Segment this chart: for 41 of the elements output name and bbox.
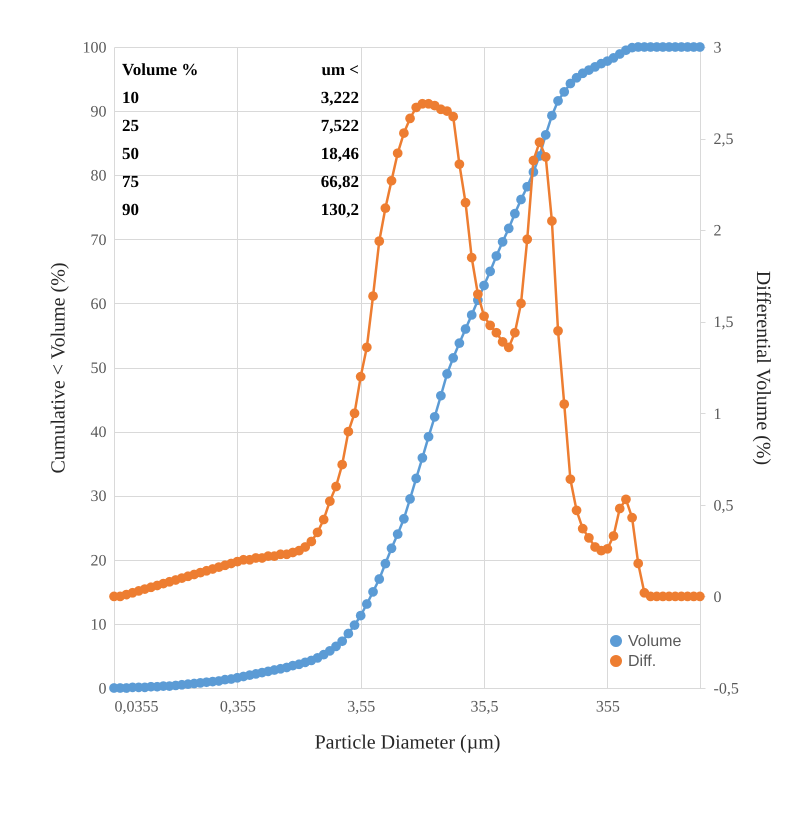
x-tick-label: 0,355: [220, 698, 256, 716]
annotation: 66,82: [320, 172, 359, 191]
annotation: 10: [122, 88, 139, 107]
y2-tick-label: 0: [714, 588, 722, 606]
y-tick-label: 0: [98, 680, 106, 698]
x-tick-label: 35,5: [470, 698, 499, 716]
y2-tick-label: 2: [714, 222, 722, 240]
y-tick-label: 40: [90, 424, 106, 442]
y2-tick-label: 1: [714, 406, 722, 423]
annotation: 3,222: [320, 88, 359, 107]
y-tick-label: 70: [90, 232, 106, 249]
annotation: 18,46: [320, 144, 359, 163]
legend-label: Diff.: [628, 653, 656, 670]
y-tick-label: 80: [90, 168, 106, 185]
y2-tick-label: 1,5: [714, 314, 734, 332]
annotation: Volume %: [122, 60, 198, 79]
y-tick-label: 100: [82, 40, 106, 56]
annotation: 75: [122, 172, 139, 191]
annotation: 130,2: [320, 200, 359, 219]
annotation: um <: [321, 60, 359, 79]
y2-axis-title: Differential Volume (%): [752, 270, 774, 466]
y-axis-title: Cumulative < Volume (%): [48, 262, 70, 474]
y-tick-label: 90: [90, 104, 106, 121]
y2-tick-label: -0,5: [714, 680, 739, 698]
legend-label: Volume: [628, 633, 682, 650]
y2-tick-label: 2,5: [714, 131, 734, 148]
y-tick-label: 60: [90, 296, 106, 313]
annotation: 25: [122, 116, 139, 135]
x-tick-label: 0,0355: [114, 698, 158, 716]
y-tick-label: 20: [90, 552, 106, 570]
annotation: 90: [122, 200, 139, 219]
y2-tick-label: 0,5: [714, 497, 734, 514]
x-axis-title: Particle Diameter (µm): [314, 732, 500, 754]
y-tick-label: 30: [90, 488, 106, 506]
y-tick-label: 50: [90, 360, 106, 377]
x-tick-label: 355: [596, 698, 620, 716]
x-tick-label: 3,55: [347, 698, 376, 716]
y2-tick-label: 3: [714, 40, 722, 56]
annotation: 7,522: [320, 116, 359, 135]
annotation: 50: [122, 144, 139, 163]
y-tick-label: 10: [90, 616, 106, 634]
